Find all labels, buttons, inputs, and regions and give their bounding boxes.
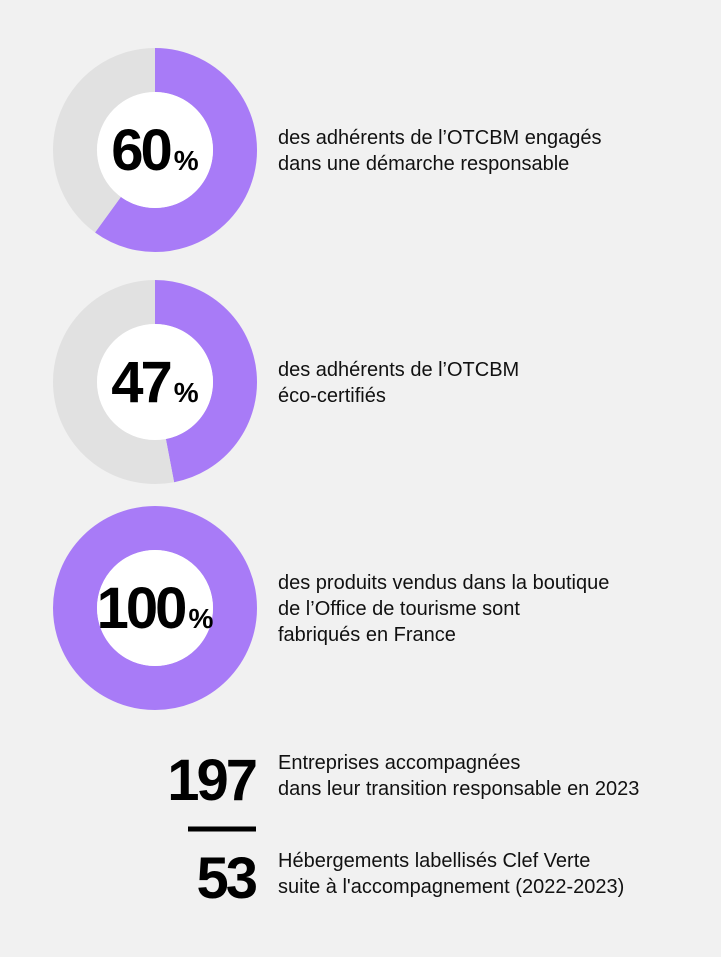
unit: % bbox=[174, 145, 199, 176]
figure-value: 197 bbox=[167, 748, 256, 813]
description: suite à l'accompagnement (2022-2023) bbox=[278, 876, 624, 898]
description: des adhérents de l’OTCBM engagés bbox=[278, 127, 602, 149]
donut-hole bbox=[97, 92, 213, 208]
donut-slice bbox=[53, 280, 175, 484]
donut-hole bbox=[97, 550, 213, 666]
donut-slice bbox=[154, 280, 257, 483]
description: Entreprises accompagnées bbox=[278, 752, 520, 774]
donut-hole bbox=[97, 324, 213, 440]
center-value: 100% bbox=[97, 576, 214, 641]
figure-value: 53 bbox=[196, 846, 256, 911]
center-value: 60% bbox=[111, 118, 199, 183]
description: dans leur transition responsable en 2023 bbox=[278, 778, 639, 800]
description: dans une démarche responsable bbox=[278, 153, 569, 175]
unit: % bbox=[188, 603, 213, 634]
value: 47 bbox=[111, 350, 170, 415]
description: éco-certifiés bbox=[278, 385, 386, 407]
description: de l’Office de tourisme sont bbox=[278, 598, 520, 620]
center-value: 47% bbox=[111, 350, 199, 415]
description: Hébergements labellisés Clef Verte bbox=[278, 850, 590, 872]
value: 100 bbox=[97, 576, 186, 641]
donut-slice bbox=[53, 48, 156, 233]
description: des produits vendus dans la boutique bbox=[278, 572, 609, 594]
value: 60 bbox=[111, 118, 170, 183]
donut-slice bbox=[53, 506, 257, 710]
description: fabriqués en France bbox=[278, 624, 456, 646]
donut-slice bbox=[95, 48, 257, 252]
unit: % bbox=[174, 377, 199, 408]
description: des adhérents de l’OTCBM bbox=[278, 359, 519, 381]
